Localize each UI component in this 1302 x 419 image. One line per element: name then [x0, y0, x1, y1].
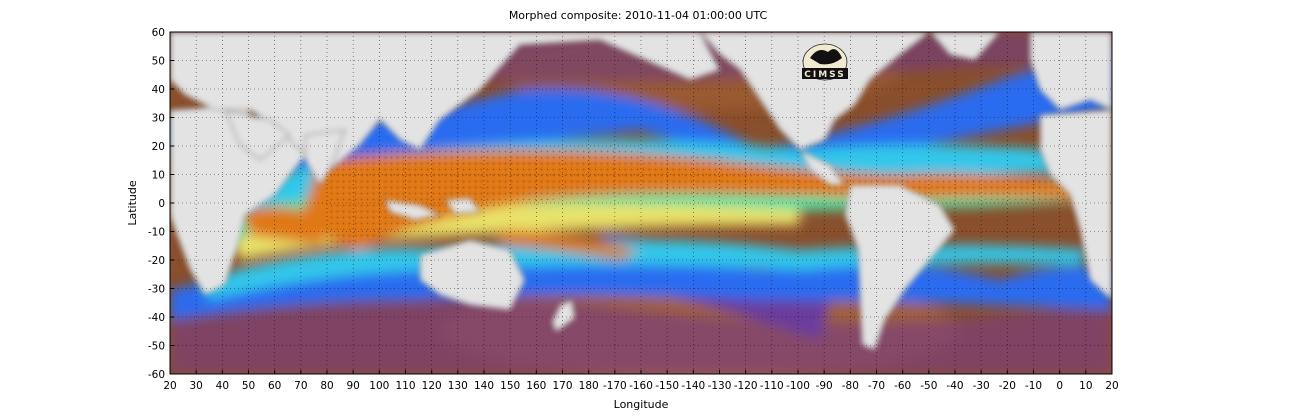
graticule-grid — [170, 32, 1112, 374]
y-tick-label: 10 — [152, 170, 165, 182]
x-tick-label: -30 — [973, 380, 990, 392]
y-tick-label: 30 — [152, 113, 165, 125]
x-tick-label: 130 — [448, 380, 468, 392]
x-tick-label: -20 — [999, 380, 1016, 392]
y-tick-label: 50 — [152, 56, 165, 68]
y-tick-label: 20 — [152, 141, 165, 153]
x-tick-label: 60 — [268, 380, 281, 392]
x-axis-label: Longitude — [614, 398, 669, 411]
x-tick-label: -70 — [868, 380, 885, 392]
x-tick-label: 30 — [189, 380, 202, 392]
x-tick-label: 170 — [552, 380, 572, 392]
land-masses — [170, 32, 1112, 351]
x-tick-label: -130 — [708, 380, 732, 392]
x-tick-label: -100 — [786, 380, 810, 392]
x-tick-label: 100 — [369, 380, 389, 392]
x-tick-label: -140 — [681, 380, 705, 392]
x-tick-label: 40 — [216, 380, 229, 392]
x-tick-label: 110 — [395, 380, 415, 392]
x-tick-label: -160 — [629, 380, 653, 392]
y-tick-label: -40 — [148, 312, 165, 324]
x-tick-label: -50 — [920, 380, 937, 392]
y-axis-label: Latitude — [126, 180, 139, 226]
x-tick-label: 0 — [1056, 380, 1063, 392]
y-tick-label: -10 — [148, 227, 165, 239]
y-tick-label: 60 — [152, 27, 165, 39]
x-tick-label: -120 — [734, 380, 758, 392]
x-tick-label: 160 — [526, 380, 546, 392]
x-tick-label: -60 — [894, 380, 911, 392]
figure-title: Morphed composite: 2010-11-04 01:00:00 U… — [509, 9, 768, 22]
x-tick-label: -150 — [655, 380, 679, 392]
y-tick-label: 40 — [152, 84, 165, 96]
x-tick-label: 80 — [320, 380, 333, 392]
x-tick-label: 180 — [579, 380, 599, 392]
x-tick-label: -40 — [946, 380, 963, 392]
water-vapor-map — [170, 32, 1112, 374]
y-tick-label: -60 — [148, 369, 165, 381]
cimss-logo: CIMSS — [802, 43, 848, 81]
x-tick-label: 150 — [500, 380, 520, 392]
y-tick-label: 0 — [158, 198, 165, 210]
x-tick-label: -110 — [760, 380, 784, 392]
x-tick-label: 20 — [163, 380, 176, 392]
x-tick-label: 20 — [1105, 380, 1118, 392]
x-tick-label: 120 — [422, 380, 442, 392]
x-tick-label: -10 — [1025, 380, 1042, 392]
x-tick-label: 70 — [294, 380, 307, 392]
x-axis-ticks: 20 30 40 50 60 70 80 90 100 110 120 130 140 150 160 170… — [163, 370, 1119, 392]
y-axis-ticks: 60 50 40 30 20 10 0 -10 -20 -30 -40 -50 -60 — [148, 27, 174, 381]
x-tick-label: -170 — [603, 380, 627, 392]
svg-text:CIMSS: CIMSS — [804, 70, 845, 80]
x-tick-label: -80 — [842, 380, 859, 392]
x-tick-label: -90 — [816, 380, 833, 392]
x-tick-label: 90 — [346, 380, 359, 392]
x-tick-label: 50 — [242, 380, 255, 392]
x-tick-label: 10 — [1079, 380, 1092, 392]
x-tick-label: 140 — [474, 380, 494, 392]
y-tick-label: -30 — [148, 284, 165, 296]
y-tick-label: -20 — [148, 255, 165, 267]
y-tick-label: -50 — [148, 341, 165, 353]
